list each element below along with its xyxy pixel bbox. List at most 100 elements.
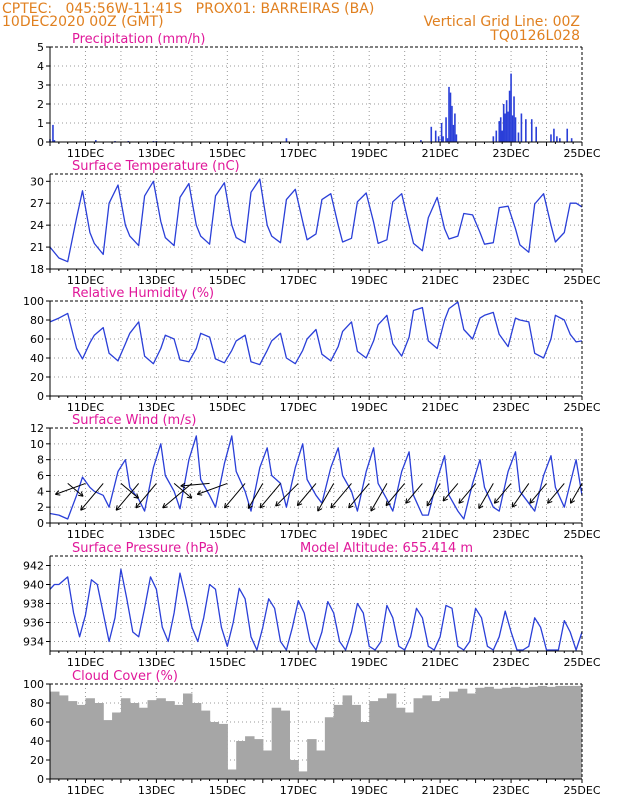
cloud-bar bbox=[183, 693, 193, 779]
cloud-bar bbox=[572, 685, 582, 779]
panel-title: Surface Wind (m/s) bbox=[72, 413, 196, 428]
x-tick-label: 13DEC bbox=[138, 656, 175, 669]
y-tick-label: 30 bbox=[30, 175, 44, 188]
cloud-bar bbox=[342, 695, 353, 779]
y-tick-label: 100 bbox=[23, 678, 44, 691]
cloud-bar bbox=[227, 769, 237, 779]
panel-title: Cloud Cover (%) bbox=[72, 669, 178, 684]
x-tick-label: 17DEC bbox=[280, 147, 317, 160]
precip-bar bbox=[535, 126, 537, 142]
y-tick-label: 934 bbox=[23, 636, 44, 649]
y-tick-label: 0 bbox=[37, 773, 44, 786]
y-tick-label: 1 bbox=[37, 117, 44, 130]
panel-3 bbox=[46, 427, 583, 527]
precip-bar bbox=[95, 140, 97, 142]
precip-bar bbox=[53, 140, 56, 142]
cloud-bar bbox=[67, 701, 78, 779]
run-date-line: 10DEC2020 00Z (GMT) bbox=[2, 14, 164, 30]
precip-bar bbox=[504, 113, 506, 142]
precip-bar bbox=[52, 124, 54, 142]
y-tick-label: 40 bbox=[30, 352, 44, 365]
x-tick-label: 21DEC bbox=[422, 274, 459, 287]
y-tick-label: 60 bbox=[30, 333, 44, 346]
x-tick-label: 17DEC bbox=[280, 528, 317, 541]
precip-bar bbox=[495, 130, 498, 142]
x-tick-label: 25DEC bbox=[563, 656, 600, 669]
x-tick-label: 25DEC bbox=[563, 528, 600, 541]
y-tick-label: 6 bbox=[37, 470, 44, 483]
cloud-bar bbox=[511, 686, 521, 779]
panel-annotation: Model Altitude: 655.414 m bbox=[300, 541, 473, 556]
y-tick-label: 60 bbox=[30, 716, 44, 729]
cloud-bar bbox=[253, 739, 264, 779]
cloud-bar bbox=[378, 698, 388, 779]
y-tick-label: 21 bbox=[30, 241, 44, 254]
station-line: CPTEC: 045:56W-11:41S PROX01: BARREIRAS … bbox=[2, 1, 375, 17]
y-tick-label: 2 bbox=[37, 98, 44, 111]
wind-arrow bbox=[259, 483, 281, 509]
cloud-bar bbox=[103, 720, 113, 779]
precip-bar bbox=[505, 100, 508, 142]
x-tick-label: 19DEC bbox=[351, 656, 388, 669]
y-tick-label: 938 bbox=[23, 598, 44, 611]
x-tick-label: 13DEC bbox=[138, 274, 175, 287]
panel-title: Surface Temperature (nC) bbox=[72, 159, 240, 174]
y-tick-label: 18 bbox=[30, 263, 44, 276]
y-tick-label: 942 bbox=[23, 560, 44, 573]
y-tick-label: 0 bbox=[37, 517, 44, 530]
precip-bar bbox=[508, 90, 511, 142]
wind-arrow bbox=[317, 483, 335, 512]
precip-bar bbox=[454, 113, 456, 142]
precip-bar bbox=[501, 130, 503, 142]
precip-bar bbox=[553, 128, 555, 142]
y-tick-label: 24 bbox=[30, 219, 44, 232]
x-tick-label: 11DEC bbox=[67, 147, 104, 160]
x-tick-label: 23DEC bbox=[493, 656, 530, 669]
x-tick-label: 23DEC bbox=[493, 147, 530, 160]
precip-bar bbox=[502, 104, 505, 142]
cloud-bar bbox=[298, 771, 308, 779]
x-tick-label: 21DEC bbox=[422, 528, 459, 541]
wind-arrow bbox=[196, 482, 228, 496]
x-tick-label: 15DEC bbox=[209, 656, 246, 669]
precip-bar bbox=[451, 105, 453, 142]
cloud-bar bbox=[307, 739, 317, 779]
cloud-bar bbox=[466, 693, 477, 779]
x-tick-label: 21DEC bbox=[422, 401, 459, 414]
precip-bar bbox=[448, 86, 450, 142]
wind-arrow bbox=[370, 483, 388, 512]
cloud-bar bbox=[395, 707, 406, 779]
cloud-bar bbox=[431, 701, 441, 779]
x-tick-label: 15DEC bbox=[209, 274, 246, 287]
x-tick-label: 15DEC bbox=[209, 784, 246, 797]
x-tick-label: 19DEC bbox=[351, 274, 388, 287]
cloud-bar bbox=[174, 704, 184, 779]
wind-arrow bbox=[330, 483, 352, 509]
x-tick-label: 13DEC bbox=[138, 401, 175, 414]
cloud-bar bbox=[147, 700, 157, 779]
x-tick-label: 11DEC bbox=[67, 656, 104, 669]
panel-title: Precipitation (mm/h) bbox=[72, 32, 205, 47]
cloud-bar bbox=[528, 686, 539, 779]
precip-bar bbox=[570, 138, 573, 142]
precip-bar bbox=[434, 130, 437, 142]
x-tick-label: 11DEC bbox=[67, 401, 104, 414]
x-tick-label: 25DEC bbox=[563, 147, 600, 160]
cloud-bar bbox=[58, 695, 69, 779]
x-tick-label: 15DEC bbox=[209, 528, 246, 541]
wind-arrow bbox=[442, 483, 459, 502]
cloud-bar bbox=[316, 750, 326, 779]
panel-4 bbox=[46, 555, 583, 655]
precip-bar bbox=[449, 92, 452, 142]
wind-arrow bbox=[162, 483, 193, 509]
cloud-bar bbox=[386, 693, 397, 779]
wind-arrow bbox=[511, 483, 530, 508]
wind-arrow bbox=[348, 483, 370, 509]
cloud-bar bbox=[324, 717, 335, 779]
x-tick-label: 21DEC bbox=[422, 147, 459, 160]
x-tick-label: 23DEC bbox=[493, 274, 530, 287]
x-tick-label: 11DEC bbox=[67, 528, 104, 541]
cloud-bar bbox=[502, 687, 512, 779]
y-tick-label: 100 bbox=[23, 295, 44, 308]
cloud-bar bbox=[555, 685, 565, 779]
